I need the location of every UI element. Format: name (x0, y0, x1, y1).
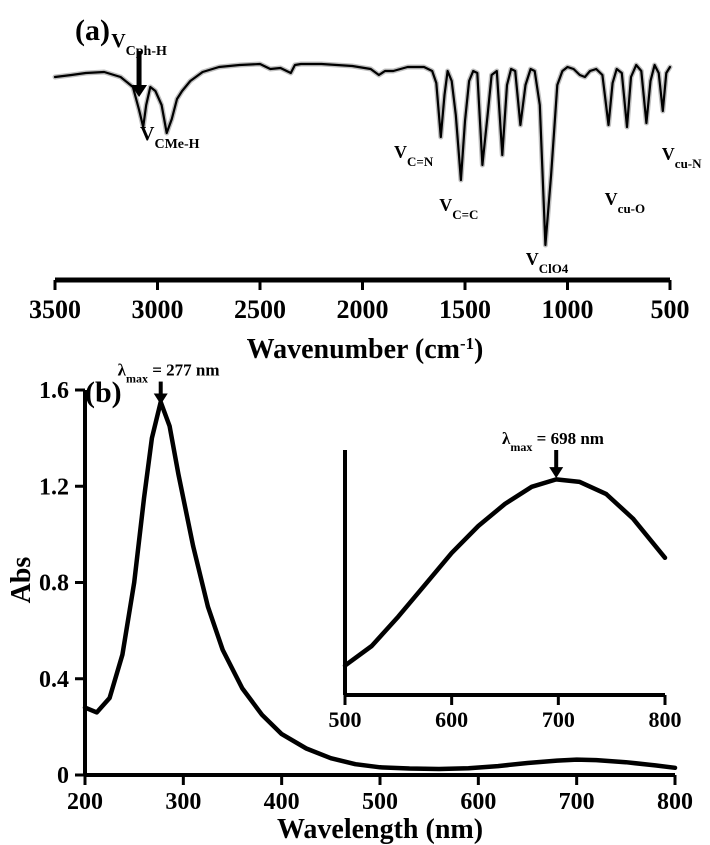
svg-text:300: 300 (165, 789, 201, 815)
svg-text:Wavenumber (cm-1): Wavenumber (cm-1) (247, 334, 484, 366)
svg-text:VC=N: VC=N (394, 142, 434, 169)
svg-text:(a): (a) (75, 14, 110, 47)
svg-text:500: 500 (362, 789, 398, 815)
svg-text:600: 600 (460, 789, 496, 815)
svg-text:VClO4: VClO4 (526, 249, 569, 276)
svg-text:Vcu-O: Vcu-O (605, 189, 645, 216)
svg-text:λmax = 698 nm: λmax = 698 nm (502, 429, 604, 454)
svg-text:Wavelength (nm): Wavelength (nm) (277, 814, 483, 845)
svg-text:700: 700 (542, 707, 575, 732)
svg-text:700: 700 (559, 789, 595, 815)
svg-text:2000: 2000 (337, 295, 389, 324)
svg-text:500: 500 (329, 707, 362, 732)
figure-svg: (a)350030002500200015001000500Wavenumber… (0, 0, 710, 845)
svg-text:1.2: 1.2 (39, 474, 69, 500)
figure-root: (a)350030002500200015001000500Wavenumber… (0, 0, 710, 845)
svg-text:3000: 3000 (132, 295, 184, 324)
svg-text:800: 800 (657, 789, 693, 815)
svg-text:200: 200 (67, 789, 103, 815)
svg-text:0: 0 (57, 763, 69, 789)
svg-text:Vcu-N: Vcu-N (662, 144, 702, 171)
svg-text:400: 400 (264, 789, 300, 815)
svg-text:(b): (b) (85, 376, 122, 409)
svg-text:2500: 2500 (234, 295, 286, 324)
svg-text:1000: 1000 (542, 295, 594, 324)
svg-text:600: 600 (435, 707, 468, 732)
svg-text:3500: 3500 (29, 295, 81, 324)
svg-text:0.8: 0.8 (39, 571, 69, 597)
svg-text:1500: 1500 (439, 295, 491, 324)
svg-text:800: 800 (649, 707, 682, 732)
svg-text:λmax = 277 nm: λmax = 277 nm (118, 361, 220, 386)
svg-text:1.6: 1.6 (39, 378, 69, 404)
svg-text:500: 500 (651, 295, 690, 324)
svg-text:Abs: Abs (6, 557, 37, 604)
svg-text:VC=C: VC=C (439, 195, 478, 222)
svg-text:0.4: 0.4 (39, 667, 69, 693)
